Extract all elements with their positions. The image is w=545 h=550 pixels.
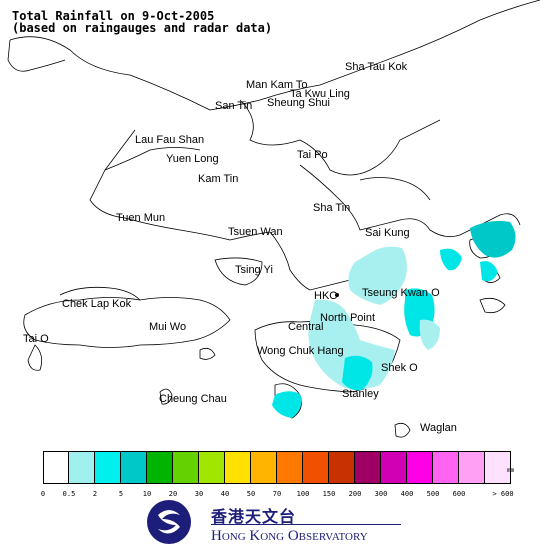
place-label: Man Kam To xyxy=(246,79,308,91)
place-label: Tsing Yi xyxy=(235,264,273,276)
legend-swatch xyxy=(459,451,485,484)
rain-area-port-shelter xyxy=(480,261,498,282)
place-label: Mui Wo xyxy=(149,321,187,333)
legend-swatch xyxy=(407,451,433,484)
legend-swatch xyxy=(251,451,277,484)
rain-area-sai-kung-east xyxy=(470,220,516,258)
legend-tick-label: 0.5 xyxy=(62,490,76,498)
legend-swatch xyxy=(147,451,173,484)
place-label: Lau Fau Shan xyxy=(135,134,205,146)
legend-unit: mm xyxy=(507,467,515,474)
place-label: Tai Po xyxy=(297,149,328,161)
legend-tick-label: > 600 xyxy=(492,490,514,498)
station-markers xyxy=(335,293,339,297)
place-label: Tai O xyxy=(23,333,49,345)
legend-swatch xyxy=(355,451,381,484)
legend-tick-label: 10 xyxy=(142,490,152,498)
place-label: Chek Lap Kok xyxy=(62,298,132,310)
organisation-name-zh: 香港天文台 xyxy=(211,507,297,526)
place-label: Tuen Mun xyxy=(116,212,166,224)
legend-tick-label: 20 xyxy=(168,490,178,498)
legend-tick-label: 300 xyxy=(374,490,388,498)
place-label: San Tin xyxy=(215,100,253,112)
legend-tick-label: 50 xyxy=(246,490,256,498)
legend-tick-label: 30 xyxy=(194,490,204,498)
rainfall-legend xyxy=(43,451,511,484)
rain-area-shek-o xyxy=(342,355,373,391)
legend-swatch xyxy=(121,451,147,484)
legend-swatch xyxy=(303,451,329,484)
map-subtitle: (based on raingauges and radar data) xyxy=(12,21,273,35)
place-label: Wong Chuk Hang xyxy=(257,345,344,357)
legend-tick-label: 100 xyxy=(296,490,310,498)
place-label: Stanley xyxy=(342,388,379,400)
divider xyxy=(211,524,401,525)
legend-tick-label: 200 xyxy=(348,490,362,498)
legend-swatch xyxy=(433,451,459,484)
place-label: HKO xyxy=(314,290,338,302)
place-label: Shek O xyxy=(381,362,418,374)
legend-swatch xyxy=(225,451,251,484)
legend-tick-label: 400 xyxy=(400,490,414,498)
rainfall-map xyxy=(7,0,541,438)
rain-area-clearwater xyxy=(440,248,462,271)
place-label: Sha Tau Kok xyxy=(345,61,408,73)
rain-area-east xyxy=(419,319,440,350)
legend-swatch xyxy=(173,451,199,484)
legend-tick-label: 70 xyxy=(272,490,282,498)
legend-swatch xyxy=(277,451,303,484)
place-label: Sha Tin xyxy=(313,202,351,214)
legend-tick-label: 0 xyxy=(40,490,46,498)
coastline xyxy=(7,0,541,438)
place-label: Tsuen Wan xyxy=(228,226,283,238)
legend-swatch xyxy=(199,451,225,484)
place-label: Tseung Kwan O xyxy=(362,287,440,299)
place-label: Sai Kung xyxy=(365,227,410,239)
legend-swatch xyxy=(95,451,121,484)
rain-areas xyxy=(272,220,516,418)
legend-swatch xyxy=(485,451,511,484)
legend-tick-label: 2 xyxy=(92,490,98,498)
place-label: Central xyxy=(288,321,324,333)
legend-swatch xyxy=(329,451,355,484)
place-label: Kam Tin xyxy=(198,173,239,185)
legend-swatch xyxy=(381,451,407,484)
place-label: Ta Kwu Ling xyxy=(290,88,350,100)
organisation-name-en: Hong Kong Observatory xyxy=(211,528,368,544)
legend-tick-label: 600 xyxy=(452,490,466,498)
place-label: Waglan xyxy=(420,422,457,434)
legend-swatch xyxy=(43,451,69,484)
legend-tick-label: 150 xyxy=(322,490,336,498)
place-label: Sheung Shui xyxy=(267,97,330,109)
place-label: Yuen Long xyxy=(166,153,219,165)
place-label: North Point xyxy=(320,312,376,324)
legend-swatch xyxy=(69,451,95,484)
legend-tick-label: 40 xyxy=(220,490,230,498)
rain-area-kowloon-east xyxy=(348,246,407,305)
place-label: Cheung Chau xyxy=(159,393,227,405)
legend-tick-label: 5 xyxy=(118,490,124,498)
legend-tick-label: 500 xyxy=(426,490,440,498)
hko-logo-icon xyxy=(147,500,191,544)
rain-area-lamma xyxy=(272,391,302,418)
map-title: Total Rainfall on 9-Oct-2005 xyxy=(12,9,215,23)
rain-area-island xyxy=(308,299,395,390)
